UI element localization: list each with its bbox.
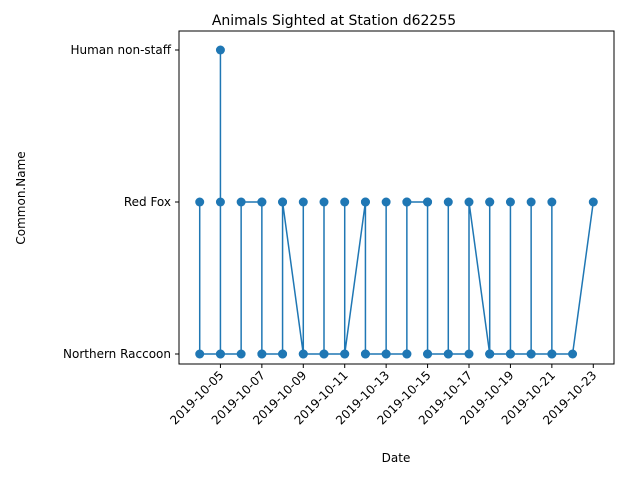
data-point — [526, 349, 536, 359]
data-point — [257, 197, 267, 207]
data-point — [257, 349, 267, 359]
data-point — [485, 349, 495, 359]
plot-frame — [178, 30, 615, 365]
data-point — [340, 349, 350, 359]
data-point — [402, 197, 412, 207]
data-point — [505, 349, 515, 359]
data-point — [485, 197, 495, 207]
data-point — [381, 349, 391, 359]
data-point — [588, 197, 598, 207]
data-point — [236, 197, 246, 207]
y-tick-label: Human non-staff — [70, 43, 171, 57]
data-point — [319, 197, 329, 207]
data-point — [319, 349, 329, 359]
chart-title: Animals Sighted at Station d62255 — [212, 13, 456, 29]
data-point — [278, 349, 288, 359]
y-axis-label: Common.Name — [14, 151, 28, 244]
data-point — [464, 197, 474, 207]
data-point — [568, 349, 578, 359]
data-point — [215, 45, 225, 55]
plot-area — [195, 45, 598, 359]
x-axis-label: Date — [382, 451, 411, 465]
data-point — [215, 197, 225, 207]
data-point — [443, 197, 453, 207]
x-axis: 2019-10-052019-10-072019-10-092019-10-11… — [167, 364, 599, 427]
data-point — [464, 349, 474, 359]
data-point — [360, 349, 370, 359]
y-tick-label: Red Fox — [124, 195, 171, 209]
data-point — [278, 197, 288, 207]
data-point — [195, 197, 205, 207]
data-point — [298, 197, 308, 207]
data-point — [547, 197, 557, 207]
data-point — [195, 349, 205, 359]
data-point — [215, 349, 225, 359]
data-point — [402, 349, 412, 359]
data-point — [360, 197, 370, 207]
y-tick-label: Northern Raccoon — [63, 347, 171, 361]
data-point — [340, 197, 350, 207]
data-point — [443, 349, 453, 359]
data-point — [298, 349, 308, 359]
data-point — [423, 349, 433, 359]
data-point — [526, 197, 536, 207]
data-point — [423, 197, 433, 207]
data-point — [381, 197, 391, 207]
data-point — [505, 197, 515, 207]
data-point — [547, 349, 557, 359]
y-axis: Northern Raccoon Red Fox Human non-staff — [63, 43, 179, 361]
data-point — [236, 349, 246, 359]
